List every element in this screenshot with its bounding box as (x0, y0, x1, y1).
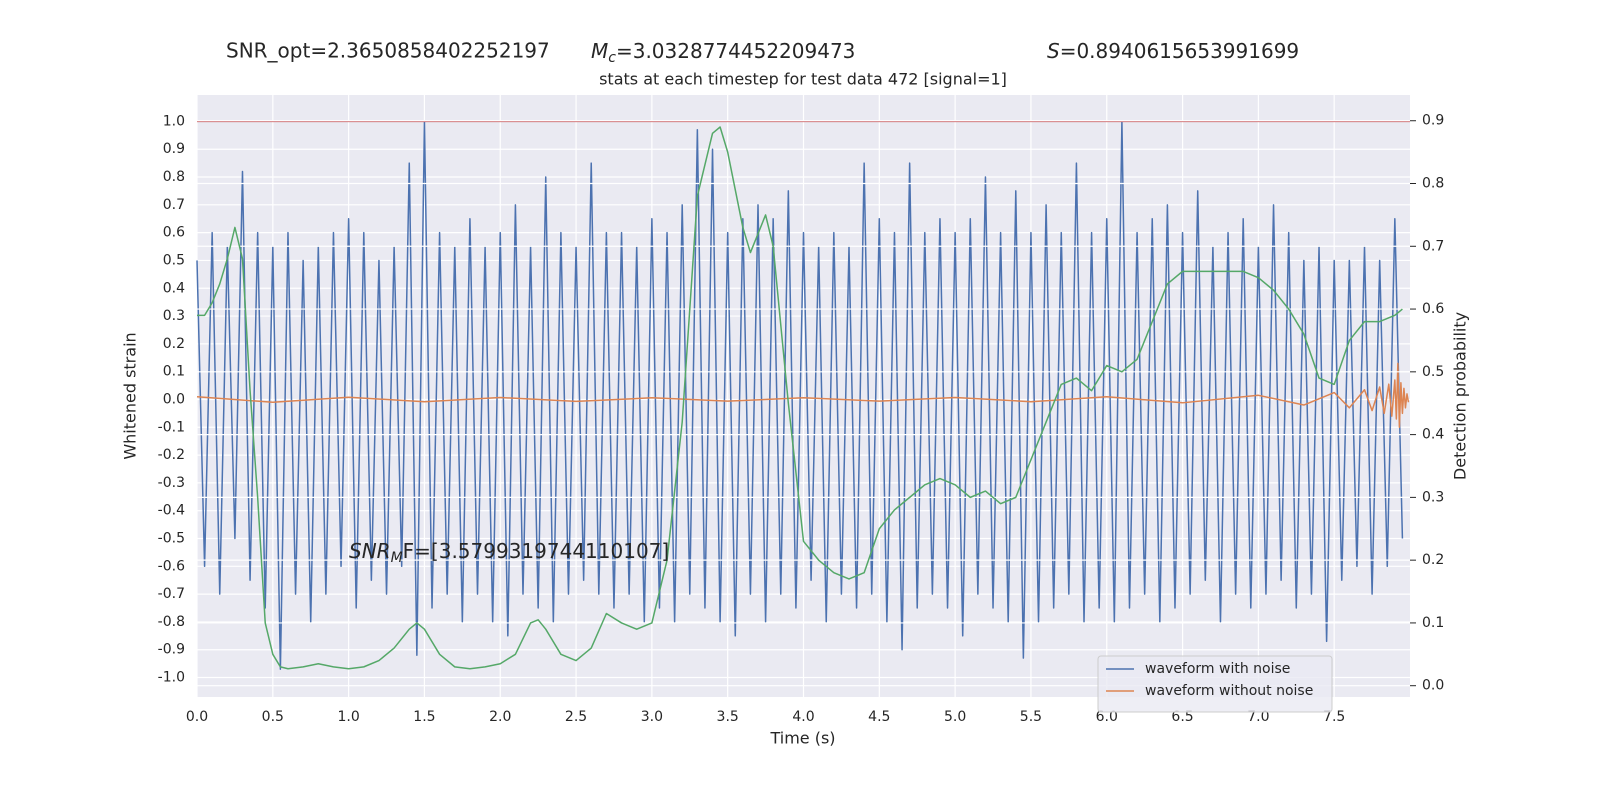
annotation-subscript: M (391, 550, 403, 566)
x-tick-label: 4.5 (868, 709, 890, 725)
x-tick-label: 2.0 (489, 709, 511, 725)
stat-value: =0.8940615653991699 (1060, 39, 1299, 63)
y-tick-label: 0.7 (163, 197, 185, 213)
x-tick-label: 6.0 (1096, 709, 1118, 725)
y-tick-label: -0.8 (158, 614, 185, 630)
y2-tick-label: 0.9 (1422, 113, 1444, 129)
x-tick-label: 5.0 (944, 709, 966, 725)
legend-label: waveform without noise (1145, 683, 1313, 699)
y2-tick-label: 0.3 (1422, 489, 1444, 505)
stat-s: S=0.8940615653991699 (1047, 39, 1299, 63)
legend-label: waveform with noise (1145, 661, 1290, 677)
y-tick-label: 0.8 (163, 169, 185, 185)
annotation-value: F=[3.5799319744110107] (403, 539, 670, 563)
x-tick-label: 3.0 (641, 709, 663, 725)
y-tick-label: -0.9 (158, 642, 185, 658)
series-line (196, 120, 1404, 670)
y2-tick-label: 0.5 (1422, 364, 1444, 380)
y-tick-label: -0.5 (158, 531, 185, 547)
x-tick-label: 7.5 (1323, 709, 1345, 725)
x-tick-label: 3.5 (717, 709, 739, 725)
y-tick-label: 1.0 (163, 113, 185, 129)
x-tick-label: 1.0 (337, 709, 359, 725)
y2-tick-label: 0.7 (1422, 238, 1444, 254)
x-tick-label: 1.5 (413, 709, 435, 725)
annotation-symbol: SNR (349, 539, 391, 563)
y2-tick-label: 0.2 (1422, 552, 1444, 568)
plot-layer (196, 95, 1410, 697)
stat-symbol: S (1047, 39, 1060, 63)
series-line (197, 126, 1403, 670)
y-tick-label: -0.2 (158, 447, 185, 463)
x-tick-label: 0.5 (262, 709, 284, 725)
y-tick-label: -0.7 (158, 586, 185, 602)
x-tick-label: 7.0 (1247, 709, 1269, 725)
legend-box (1097, 655, 1333, 713)
stat-subscript: c (608, 50, 616, 66)
x-tick-label: 5.5 (1020, 709, 1042, 725)
chart-title: stats at each timestep for test data 472… (599, 70, 1007, 89)
annotation: SNRMF=[3.5799319744110107] (349, 539, 669, 567)
x-tick-label: 4.0 (792, 709, 814, 725)
stat-snr-opt: SNR_opt=2.3650858402252197 (226, 39, 550, 63)
stat-symbol: M (591, 39, 608, 63)
y2-tick-label: 0.8 (1422, 176, 1444, 192)
y-tick-label: 0.0 (163, 391, 185, 407)
stat-chirp-mass: Mc=3.0328774452209473 (591, 39, 855, 67)
y-tick-label: 0.4 (163, 280, 185, 296)
y-tick-label: -0.4 (158, 503, 185, 519)
y-tick-label: -0.6 (158, 558, 185, 574)
x-tick-label: 2.5 (565, 709, 587, 725)
y-tick-label: 0.1 (163, 364, 185, 380)
y-axis-label: Whitened strain (121, 332, 140, 459)
y-tick-label: 0.2 (163, 336, 185, 352)
x-tick-label: 6.5 (1171, 709, 1193, 725)
y2-axis-label: Detection probability (1451, 312, 1470, 480)
y2-tick-label: 0.6 (1422, 301, 1444, 317)
y2-tick-label: 0.1 (1422, 615, 1444, 631)
y-tick-label: 0.9 (163, 141, 185, 157)
y-tick-label: 0.6 (163, 225, 185, 241)
y-tick-label: -1.0 (158, 670, 185, 686)
y-tick-label: -0.3 (158, 475, 185, 491)
y-tick-label: 0.5 (163, 252, 185, 268)
x-axis-label: Time (s) (769, 729, 835, 748)
y-tick-label: -0.1 (158, 419, 185, 435)
y2-tick-label: 0.0 (1422, 678, 1444, 694)
y-tick-label: 0.3 (163, 308, 185, 324)
y2-tick-label: 0.4 (1422, 427, 1444, 443)
x-tick-label: 0.0 (186, 709, 208, 725)
stat-value: =3.0328774452209473 (616, 39, 855, 63)
series-line (196, 362, 1410, 429)
